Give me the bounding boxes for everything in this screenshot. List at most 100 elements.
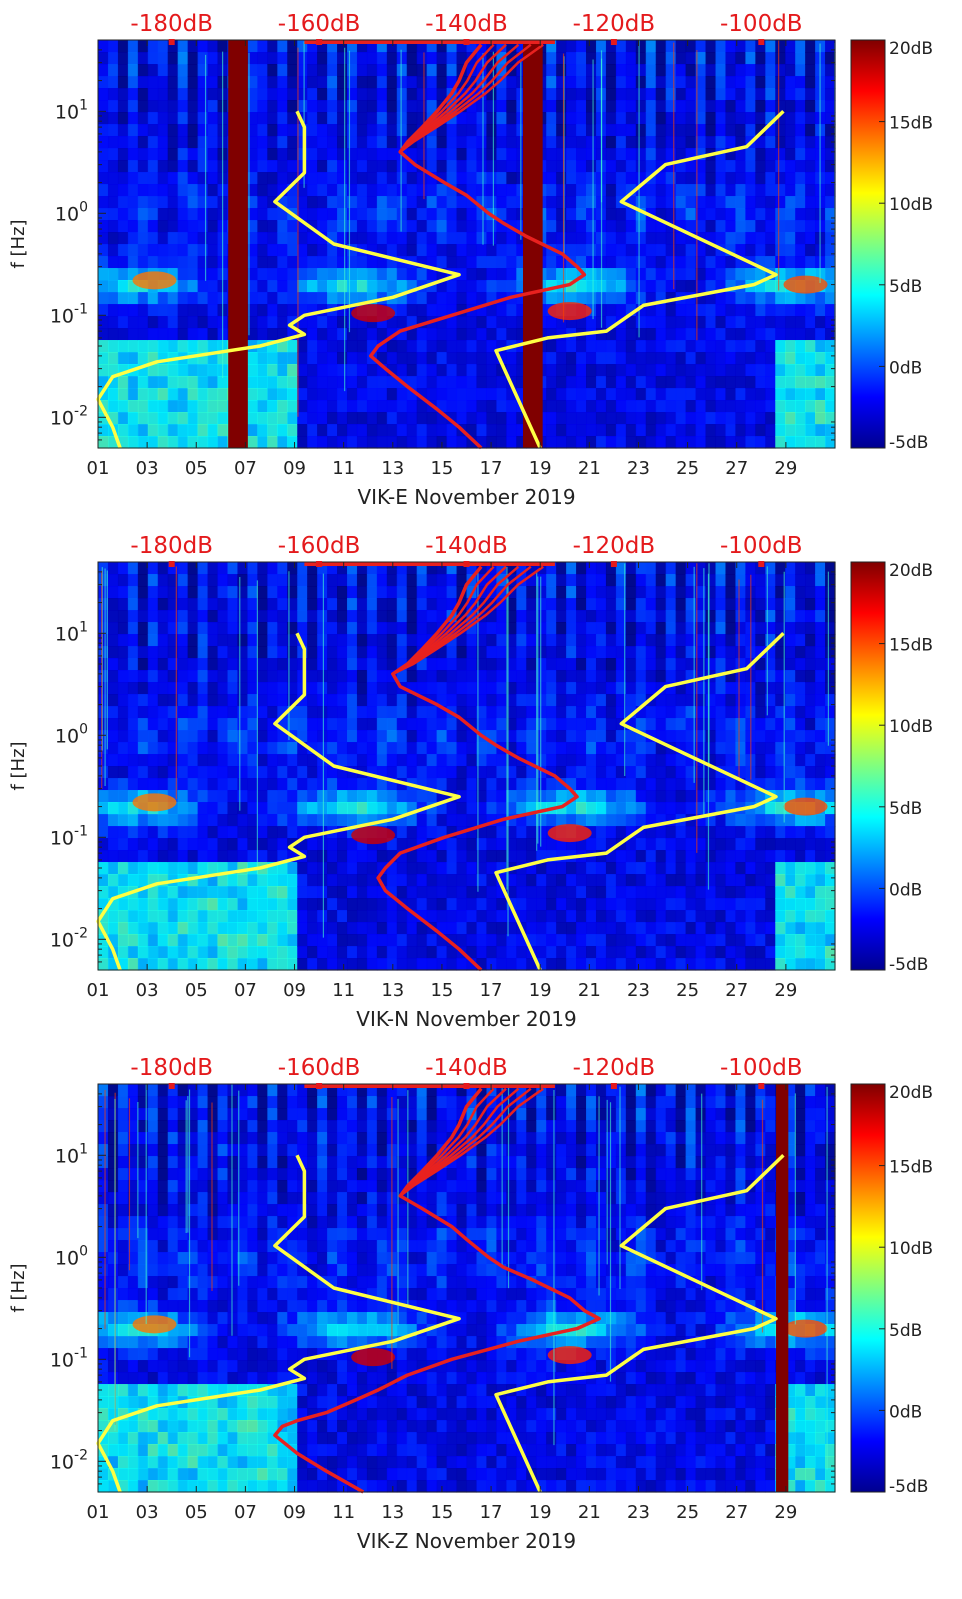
spectrogram-cell (426, 910, 438, 923)
spectrogram-cell (615, 388, 627, 401)
spectrogram-cell (516, 40, 527, 53)
spectrogram-cell (376, 52, 388, 65)
spectrogram-cell (117, 802, 129, 815)
spectrogram-cell (745, 850, 756, 863)
spectrogram-cell (217, 670, 229, 683)
spectrogram-cell (157, 886, 169, 899)
spectrogram-cell (207, 52, 219, 65)
spectrogram-cell (775, 400, 786, 413)
spectrogram-cell (576, 790, 587, 803)
spectrogram-cell (207, 586, 219, 599)
spectrogram-cell (297, 610, 308, 623)
spectrogram-cell (695, 742, 707, 755)
spectrogram-cell (247, 922, 258, 935)
spectrogram-cell (675, 40, 687, 53)
spectrogram-cell (98, 670, 109, 683)
spectrogram-cell (366, 256, 378, 269)
spectrogram-cell (765, 40, 776, 53)
spectrogram-cell (426, 76, 438, 89)
spectrogram-cell (675, 898, 687, 911)
spectrogram-cell (645, 40, 657, 53)
spectrogram-cell (755, 64, 766, 77)
spectrogram-cell (745, 562, 756, 575)
spectrogram-cell (486, 304, 497, 317)
spectrogram-cell (406, 436, 418, 449)
spectrogram-cell (615, 184, 627, 197)
spectrogram-cell (725, 412, 737, 425)
spectrogram-cell (735, 694, 746, 707)
spectrogram-cell (456, 436, 468, 449)
spectrogram-cell (307, 88, 318, 101)
spectrogram-cell (127, 208, 139, 221)
spectrogram-cell (396, 172, 408, 185)
top-axis-label: -140dB (425, 11, 508, 37)
spectrogram-cell (297, 436, 308, 449)
spectrogram-cell (406, 934, 418, 947)
spectrogram-cell (386, 232, 398, 245)
spectrogram-cell (207, 328, 219, 341)
spectrogram-cell (267, 64, 278, 77)
spectrogram-cell (287, 946, 298, 959)
spectrogram-cell (137, 862, 149, 875)
spectrogram-cell (297, 754, 308, 767)
spectrogram-cell (446, 136, 458, 149)
spectrogram-cell (337, 562, 348, 575)
spectrogram-cell (416, 778, 428, 791)
spectrogram-cell (107, 244, 119, 257)
spectrogram-cell (217, 754, 229, 767)
spectrogram-cell (745, 838, 756, 851)
spectrogram-cell (695, 328, 707, 341)
x-tick-label: 21 (578, 458, 601, 479)
spectrogram-cell (665, 268, 677, 281)
spectrogram-cell (197, 412, 209, 425)
spectrogram-cell (496, 184, 507, 197)
spectrogram-cell (137, 766, 149, 779)
spectrogram-cell (496, 646, 507, 659)
spectrogram-cell (735, 208, 746, 221)
spectrogram-cell (516, 886, 527, 899)
spectrogram-cell (625, 220, 637, 233)
spectrogram-cell (825, 244, 836, 257)
spectrogram-cell (386, 562, 398, 575)
spectrogram-cell (207, 646, 219, 659)
spectrogram-cell (247, 112, 258, 125)
spectrogram-cell (297, 352, 308, 365)
spectrogram-cell (346, 574, 358, 587)
spectrogram-cell (695, 910, 707, 923)
spectrogram-cell (356, 778, 368, 791)
spectrogram-cell (127, 682, 139, 695)
spectrogram-cell (586, 562, 597, 575)
spectrogram-cell (436, 814, 448, 827)
spectrogram-cell (705, 268, 717, 281)
spectrogram-cell (496, 208, 507, 221)
spectrogram-cell (426, 682, 438, 695)
spectrogram-cell (556, 838, 567, 851)
spectrogram-cell (346, 586, 358, 599)
spectrogram-cell (566, 754, 577, 767)
spectrogram-cell (625, 268, 637, 281)
spectrogram-cell (386, 778, 398, 791)
spectrogram-cell (376, 160, 388, 173)
spectrogram-cell (416, 196, 428, 209)
spectrogram-cell (157, 196, 169, 209)
spectrogram-cell (586, 646, 597, 659)
spectrogram-cell (406, 304, 418, 317)
spectrogram-cell (277, 610, 288, 623)
spectrogram-cell (765, 208, 776, 221)
spectrogram-cell (446, 778, 458, 791)
spectrogram-cell (715, 682, 727, 695)
spectrogram-cell (416, 40, 428, 53)
spectrogram-cell (705, 100, 717, 113)
spectrogram-cell (137, 400, 149, 413)
spectrogram-cell (227, 610, 239, 623)
spectrogram-cell (496, 958, 507, 971)
spectrogram-cell (725, 208, 737, 221)
spectrogram-cell (735, 220, 746, 233)
spectrogram-cell (745, 352, 756, 365)
spectrogram-cell (615, 562, 627, 575)
spectrogram-cell (197, 574, 209, 587)
spectrogram-cell (466, 196, 478, 209)
spectrogram-cell (635, 934, 647, 947)
spectrogram-cell (625, 778, 637, 791)
spectrogram-cell (685, 874, 697, 887)
